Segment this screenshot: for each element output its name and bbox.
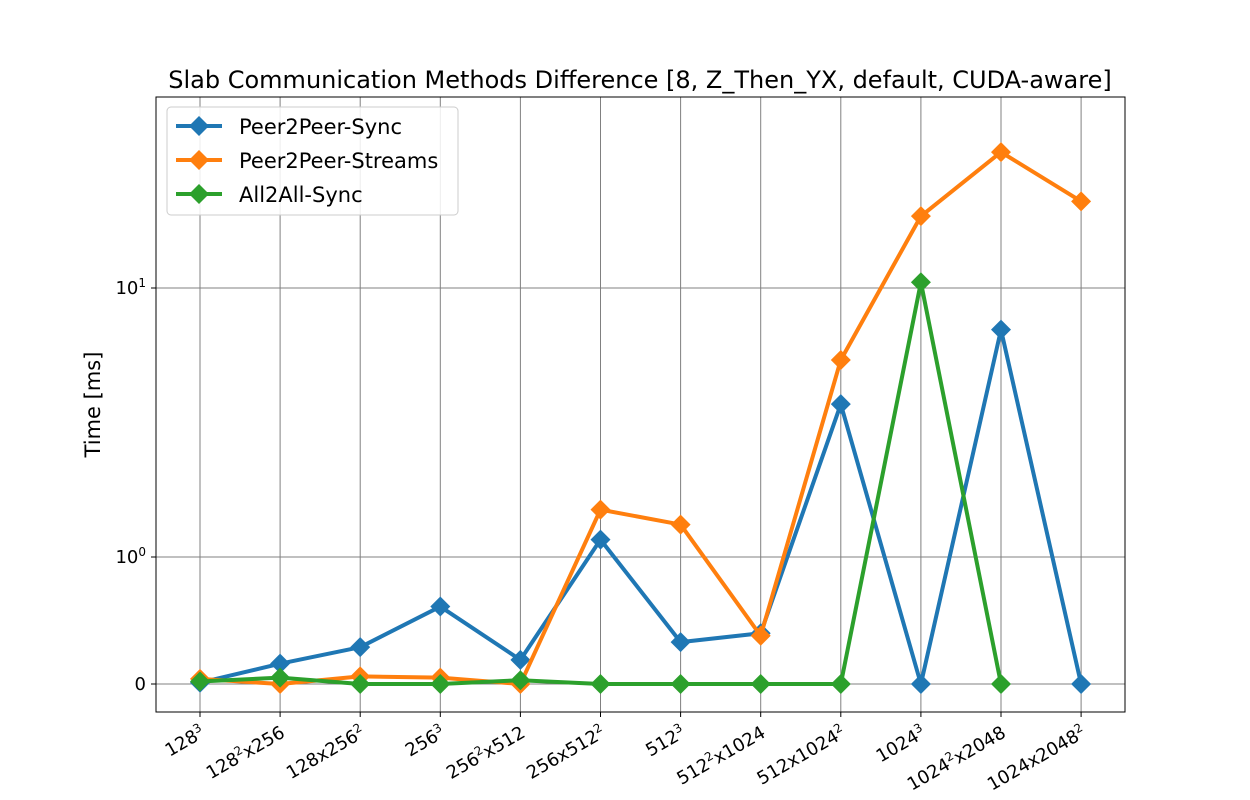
data-point <box>350 637 371 658</box>
data-point <box>270 653 291 674</box>
data-point <box>590 674 611 694</box>
data-point <box>910 674 931 694</box>
data-point <box>1071 191 1092 212</box>
series-line <box>199 327 1084 686</box>
data-point <box>910 272 931 293</box>
data-point <box>830 674 851 694</box>
data-point <box>750 674 771 694</box>
legend-marker <box>189 116 209 136</box>
legend-box <box>166 106 459 216</box>
series-lines <box>190 142 1092 694</box>
data-point <box>991 319 1011 340</box>
legend-label: Peer2Peer-Sync <box>239 115 402 139</box>
data-point <box>750 625 771 646</box>
data-point <box>270 667 291 688</box>
y-tick-label: 100 <box>115 545 146 568</box>
y-axis-label: Time [ms] <box>81 352 105 459</box>
data-point <box>190 671 210 692</box>
data-point <box>510 649 531 670</box>
chart-title: Slab Communication Methods Difference [8… <box>168 66 1111 94</box>
data-point <box>590 499 611 520</box>
data-point <box>991 674 1011 694</box>
legend: Peer2Peer-Sync Peer2Peer-Streams All2All-S… <box>166 106 459 216</box>
data-point <box>670 632 691 653</box>
y-tick-label: 0 <box>135 674 146 695</box>
data-point <box>590 529 611 550</box>
data-point <box>430 596 451 617</box>
data-point <box>830 394 851 415</box>
data-point <box>670 514 691 535</box>
plot-frame <box>155 96 1126 713</box>
legend-marker <box>189 184 209 204</box>
data-point <box>910 206 931 227</box>
data-point <box>830 349 851 370</box>
legend-label: All2All-Sync <box>239 183 363 207</box>
data-point <box>510 670 531 691</box>
data-point <box>1071 674 1092 694</box>
y-tick-label: 101 <box>115 276 146 299</box>
legend-marker <box>189 150 209 170</box>
series-line <box>199 150 1083 686</box>
legend-label: Peer2Peer-Streams <box>239 149 438 173</box>
data-point <box>350 674 371 694</box>
data-point <box>991 142 1011 163</box>
data-point <box>670 674 691 694</box>
data-point <box>430 674 451 694</box>
